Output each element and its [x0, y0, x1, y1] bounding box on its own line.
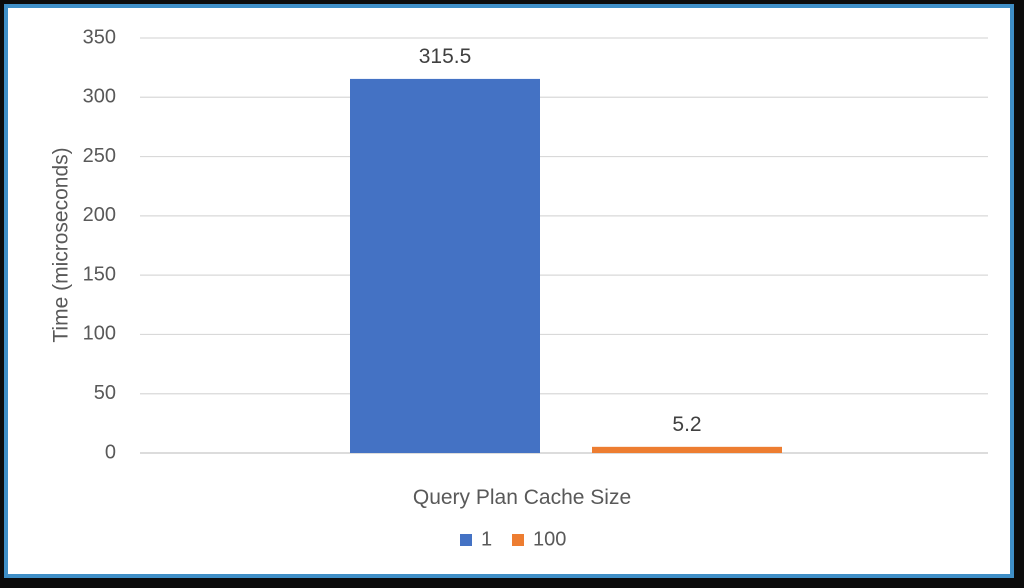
legend-label: 100	[533, 528, 566, 550]
legend-swatch	[460, 534, 472, 546]
y-axis-ticks: 0 50 100 150 200 250 300 350	[83, 26, 116, 463]
y-tick-label: 0	[105, 441, 116, 463]
data-label: 5.2	[672, 413, 701, 436]
bar-series-1	[350, 78, 540, 454]
y-tick-label: 150	[83, 263, 116, 285]
legend-swatch	[512, 534, 524, 546]
legend-label: 1	[481, 528, 492, 550]
y-tick-label: 200	[83, 204, 116, 226]
gridlines	[140, 37, 988, 454]
y-axis-title: Time (microseconds)	[50, 147, 73, 342]
y-tick-label: 250	[83, 145, 116, 167]
legend: 1 100	[460, 528, 566, 550]
x-axis-title: Query Plan Cache Size	[413, 486, 631, 509]
bar-series-100	[592, 446, 782, 453]
y-tick-label: 300	[83, 86, 116, 108]
y-tick-label: 50	[94, 382, 116, 404]
data-labels: 315.5 5.2	[419, 45, 702, 436]
data-label: 315.5	[419, 45, 472, 68]
y-tick-label: 350	[83, 26, 116, 48]
y-tick-label: 100	[83, 323, 116, 345]
bars	[350, 78, 782, 454]
